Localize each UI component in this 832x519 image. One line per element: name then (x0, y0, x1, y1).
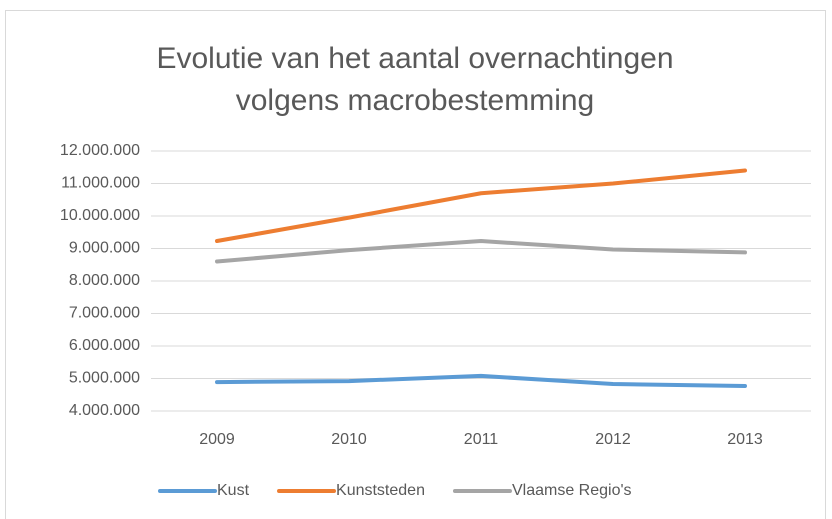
series-line (215, 239, 747, 264)
series-line (215, 168, 747, 244)
chart-border (5, 10, 826, 519)
x-tick-label: 2013 (727, 431, 763, 448)
chart-title: Evolutie van het aantal overnachtingen v… (156, 42, 674, 117)
x-tick-label: 2011 (464, 431, 499, 448)
y-tick-label: 11.000.000 (61, 175, 140, 192)
legend-label: Kust (217, 482, 250, 499)
y-tick-label: 6.000.000 (69, 337, 140, 354)
y-tick-label: 9.000.000 (69, 240, 140, 257)
y-tick-label: 12.000.000 (60, 142, 140, 159)
y-tick-label: 7.000.000 (69, 305, 140, 322)
y-tick-label: 4.000.000 (69, 402, 140, 419)
x-tick-label: 2012 (595, 431, 631, 448)
y-tick-label: 5.000.000 (69, 370, 140, 387)
legend-label: Kunststeden (336, 482, 425, 499)
y-tick-label: 10.000.000 (60, 207, 140, 224)
y-tick-label: 8.000.000 (69, 272, 140, 289)
legend-label: Vlaamse Regio's (512, 482, 632, 499)
x-tick-label: 2010 (331, 431, 367, 448)
series-line (215, 373, 747, 388)
x-tick-label: 2009 (199, 431, 235, 448)
